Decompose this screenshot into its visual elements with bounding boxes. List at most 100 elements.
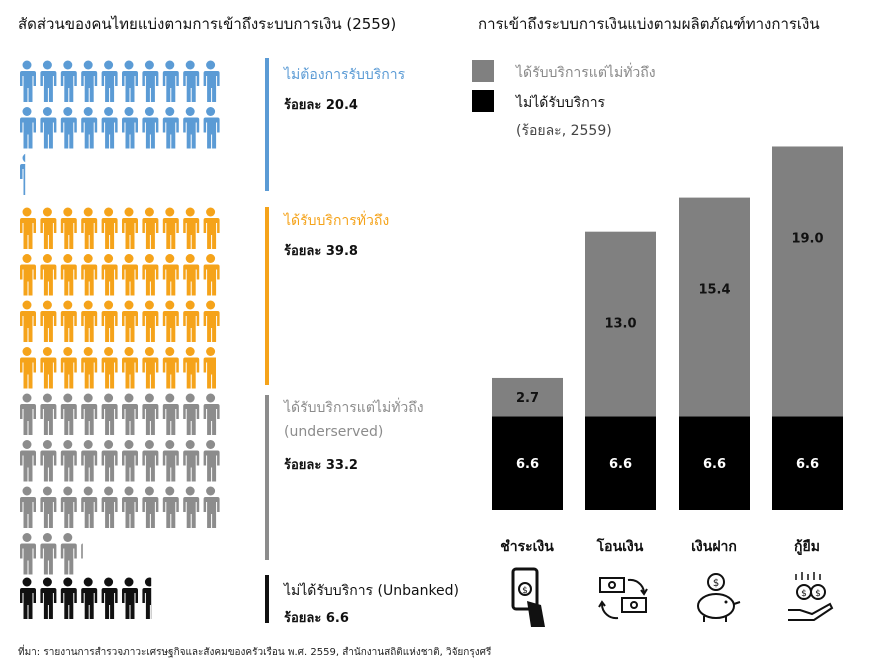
person-icon: [60, 577, 77, 619]
legend-label-underserved: ได้รับบริการแต่ไม่ทั่วถึง: [516, 65, 656, 81]
group-bar-well-served: [265, 207, 269, 385]
person-icon: [20, 347, 36, 389]
person-icon: [81, 577, 98, 619]
group-label-unbanked: ไม่ได้รับบริการ (Unbanked): [284, 583, 460, 599]
person-icon: [162, 347, 179, 389]
person-icon: [40, 486, 57, 528]
person-icon: [40, 347, 57, 389]
group-label-well-served: ได้รับบริการทั่วถึง: [284, 213, 390, 229]
person-icon: [183, 347, 200, 389]
person-icon: [101, 577, 118, 619]
person-icon: [183, 60, 200, 102]
right-chart-title: การเข้าถึงระบบการเงินแบ่งตามผลิตภัณฑ์ทาง…: [478, 15, 820, 33]
person-icon: [162, 440, 179, 482]
person-icon: [203, 393, 220, 435]
person-icon: [40, 440, 57, 482]
person-icon: [162, 107, 179, 149]
person-icon: [122, 486, 138, 528]
money-transfer-icon: [598, 577, 648, 620]
person-icon: [183, 440, 200, 482]
person-icon: [20, 393, 36, 435]
person-icon: [81, 543, 83, 559]
person-icon: [162, 300, 179, 342]
person-icon: [162, 393, 179, 435]
person-icon: [142, 577, 152, 619]
person-icon: [20, 207, 36, 249]
data-label: 19.0: [791, 231, 823, 246]
person-icon: [203, 107, 220, 149]
person-icon: [122, 60, 138, 102]
person-icon: [40, 393, 57, 435]
person-icon: [101, 207, 118, 249]
person-icon: [183, 207, 200, 249]
person-icon: [20, 60, 36, 102]
person-icon: [122, 577, 138, 619]
person-icon: [162, 486, 179, 528]
legend-label-unbanked: ไม่ได้รับบริการ: [516, 95, 606, 111]
person-icon: [162, 254, 179, 296]
person-icon: [101, 486, 118, 528]
person-icon: [81, 300, 98, 342]
bar-underserved-2: [679, 197, 750, 417]
svg-text:$: $: [801, 589, 807, 599]
person-icon: [81, 347, 98, 389]
person-icon: [122, 347, 138, 389]
person-icon: [60, 107, 77, 149]
person-icon: [60, 347, 77, 389]
person-icon: [122, 254, 138, 296]
person-icon: [60, 440, 77, 482]
bar-underserved-0: [492, 377, 563, 417]
person-icon: [20, 533, 36, 575]
person-icon: [40, 254, 57, 296]
data-label: 6.6: [703, 457, 726, 472]
data-label: 2.7: [516, 391, 539, 406]
person-icon: [40, 533, 57, 575]
person-icon: [81, 486, 98, 528]
person-icon: [142, 60, 159, 102]
person-icon: [20, 486, 36, 528]
legend-note: (ร้อยละ, 2559): [516, 123, 612, 139]
person-icon: [40, 207, 57, 249]
person-icon: [203, 347, 217, 389]
person-icon: [142, 300, 159, 342]
person-icon: [122, 300, 138, 342]
group-pct-not-needed: ร้อยละ 20.4: [284, 98, 358, 113]
person-icon: [81, 440, 98, 482]
person-icon: [142, 486, 159, 528]
person-icon: [142, 440, 159, 482]
person-icon: [183, 254, 200, 296]
svg-text:$: $: [713, 578, 719, 589]
person-icon: [40, 300, 57, 342]
person-icon: [60, 393, 77, 435]
person-icon: [81, 393, 98, 435]
person-icon: [203, 207, 220, 249]
person-icon: [20, 254, 36, 296]
person-icon: [60, 533, 77, 575]
person-icon: [60, 207, 77, 249]
person-icon: [20, 440, 36, 482]
person-icon: [20, 107, 36, 149]
group-pct-unbanked: ร้อยละ 6.6: [284, 611, 349, 626]
person-icon: [142, 107, 159, 149]
person-icon: [203, 300, 220, 342]
source-note: ที่มา: รายงานการสำรวจภาวะเศรษฐกิจและสังค…: [18, 647, 492, 658]
person-icon: [101, 107, 118, 149]
person-icon: [101, 254, 118, 296]
person-icon: [183, 486, 200, 528]
person-icon: [122, 393, 138, 435]
person-icon: [60, 254, 77, 296]
group-label-underserved-en: (underserved): [284, 424, 384, 440]
left-chart-title: สัดส่วนของคนไทยแบ่งตามการเข้าถึงระบบการเ…: [18, 15, 397, 33]
person-icon: [101, 393, 118, 435]
bar-underserved-1: [585, 231, 656, 417]
person-icon: [122, 440, 138, 482]
person-icon: [183, 393, 200, 435]
group-label-underserved: ได้รับบริการแต่ไม่ทั่วถึง: [284, 400, 424, 416]
person-icon: [40, 107, 57, 149]
group-label-not-needed: ไม่ต้องการรับบริการ: [284, 67, 406, 83]
person-icon: [183, 300, 200, 342]
person-icon: [60, 60, 77, 102]
phone-payment-icon: $: [511, 567, 545, 627]
person-icon: [203, 440, 220, 482]
person-icon: [101, 440, 118, 482]
